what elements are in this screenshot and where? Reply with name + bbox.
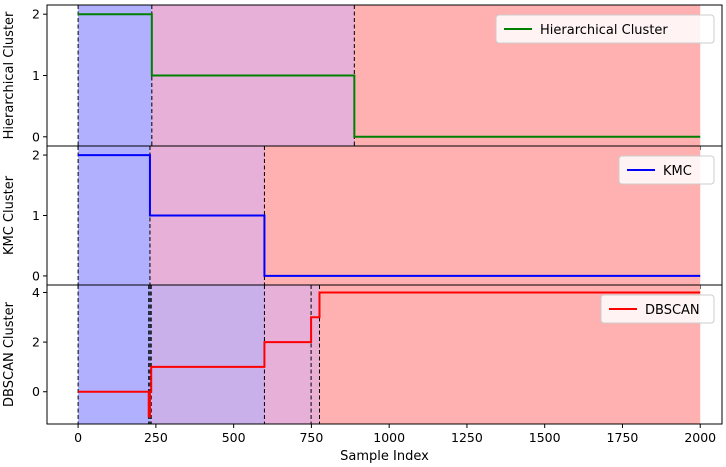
- kmc-legend-box: [618, 155, 715, 185]
- dbscan-xtick-label: 750: [299, 430, 323, 445]
- kmc-legend-label: KMC: [663, 164, 692, 179]
- dbscan-xtick-label: 1000: [373, 430, 405, 445]
- dbscan-ytick-label: 0: [32, 384, 40, 399]
- dbscan-legend-label: DBSCAN: [645, 303, 700, 318]
- kmc-ytick-label: 0: [32, 268, 40, 283]
- kmc-region-0: [78, 146, 150, 285]
- hierarchical-ytick-label: 2: [32, 7, 40, 22]
- hierarchical-ytick-label: 0: [32, 129, 40, 144]
- dbscan-xtick-label: 1750: [607, 430, 639, 445]
- hierarchical-legend-box: [495, 14, 715, 44]
- kmc-ylabel: KMC Cluster: [2, 175, 17, 255]
- panel-dbscan: 0 2 4 DBSCAN Cluster 0 250 500 750 1000 1250 1500 1…: [2, 284, 723, 464]
- dbscan-xtick-label: 500: [222, 430, 246, 445]
- dbscan-axes-frame: [46, 284, 723, 425]
- dbscan-region-0: [78, 285, 152, 424]
- dbscan-region-1: [151, 285, 265, 424]
- panel-hierarchical: 0 1 2 Hierarchical Cluster Hierarchical Clus…: [2, 4, 723, 150]
- dbscan-xtick-label: 0: [74, 430, 82, 445]
- kmc-ytick-label: 1: [32, 208, 40, 223]
- dbscan-ytick-label: 4: [32, 285, 40, 300]
- dbscan-region-3: [311, 285, 320, 424]
- dbscan-xtick-label: 250: [144, 430, 168, 445]
- xlabel: Sample Index: [340, 449, 429, 464]
- dbscan-ylabel: DBSCAN Cluster: [2, 301, 17, 407]
- dbscan-xtick-label: 1500: [529, 430, 561, 445]
- dbscan-legend-box: [600, 294, 715, 324]
- dbscan-series-line: [78, 291, 701, 418]
- hierarchical-legend-label: Hierarchical Cluster: [540, 23, 668, 38]
- hierarchical-ylabel: Hierarchical Cluster: [2, 11, 17, 139]
- hierarchical-legend: Hierarchical Cluster: [495, 14, 715, 44]
- dbscan-xtick-label: 2000: [684, 430, 716, 445]
- dbscan-ytick-label: 2: [32, 335, 40, 350]
- panel-kmc: 0 1 2 KMC Cluster KMC: [2, 145, 723, 289]
- kmc-series-line: [78, 154, 701, 277]
- kmc-ytick-label: 2: [32, 148, 40, 163]
- hierarchical-ytick-label: 1: [32, 68, 40, 83]
- dbscan-region-2: [264, 285, 312, 424]
- dbscan-legend: DBSCAN: [600, 294, 715, 324]
- kmc-legend: KMC: [618, 155, 715, 185]
- hierarchical-region-0: [78, 5, 152, 146]
- hierarchical-series-line: [78, 13, 701, 138]
- dbscan-xtick-label: 1250: [451, 430, 483, 445]
